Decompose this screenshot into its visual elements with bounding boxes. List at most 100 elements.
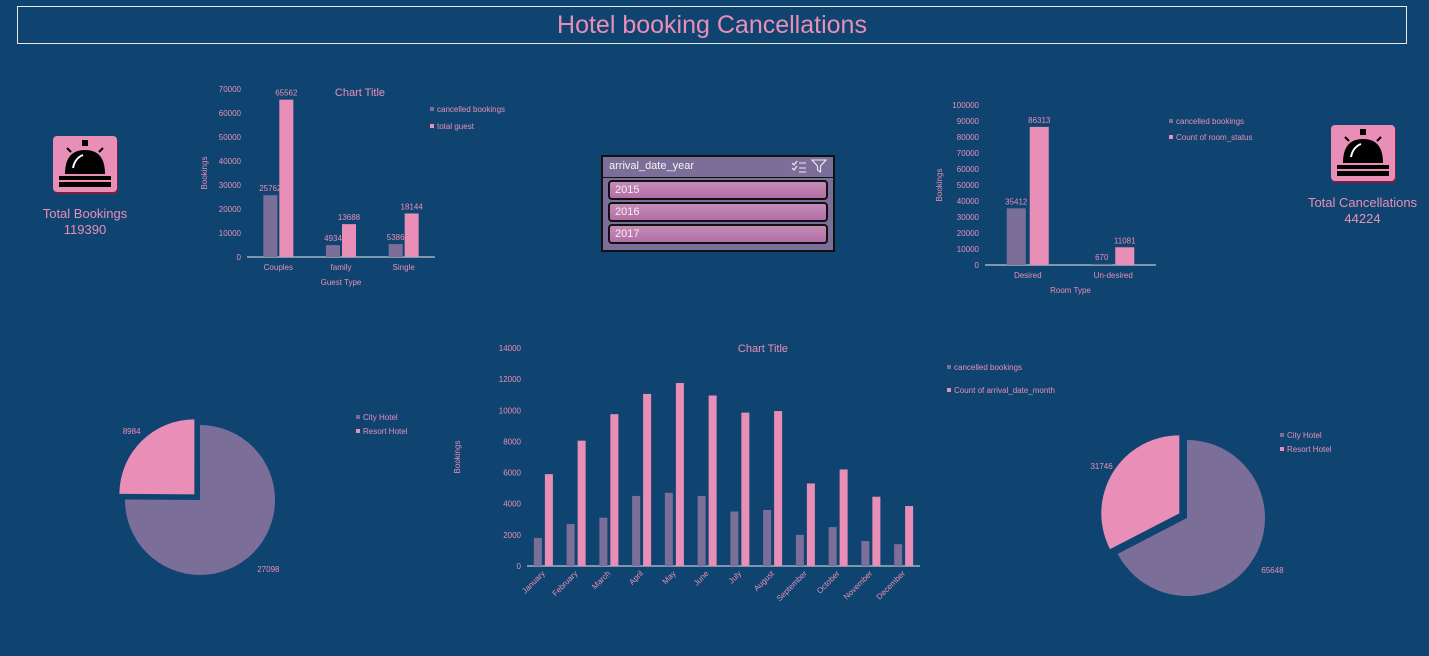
bar [643, 393, 652, 566]
y-tick-label: 14000 [499, 344, 522, 353]
bar [1029, 126, 1049, 265]
legend-label: cancelled bookings [954, 363, 1022, 372]
dashboard-title: Hotel booking Cancellations [17, 6, 1407, 44]
legend-swatch [356, 415, 360, 419]
x-axis-title: Room Type [1050, 286, 1091, 295]
legend-label: Resort Hotel [1287, 445, 1332, 454]
slicer-item-2017[interactable]: 2017 [608, 224, 828, 244]
y-tick-label: 60000 [957, 165, 980, 174]
bar [905, 506, 914, 566]
bar [326, 245, 340, 257]
y-tick-label: 0 [517, 562, 522, 571]
kpi-value: 44224 [1344, 211, 1381, 226]
x-tick-label: June [692, 569, 711, 588]
data-label: 35412 [1005, 197, 1028, 206]
bar [774, 411, 783, 566]
hotel-total-pie: 65648 31746 City Hotel Resort Hotel [1075, 420, 1375, 615]
y-tick-label: 10000 [499, 406, 522, 415]
kpi-label: Total Bookings [42, 206, 128, 221]
bar [544, 474, 553, 566]
x-tick-label: Single [393, 263, 416, 272]
bar [730, 511, 739, 566]
bar [708, 395, 717, 566]
y-tick-label: 8000 [503, 437, 521, 446]
y-axis-title: Bookings [200, 157, 209, 190]
y-tick-label: 70000 [219, 85, 242, 94]
slicer-item-2016[interactable]: 2016 [608, 202, 828, 222]
y-tick-label: 10000 [219, 229, 242, 238]
slicer-title: arrival_date_year [609, 160, 694, 172]
x-tick-label: November [842, 569, 875, 602]
legend-swatch [947, 388, 951, 392]
bar [388, 244, 403, 257]
bar [697, 495, 706, 566]
y-tick-label: 0 [975, 261, 980, 270]
legend-label: Resort Hotel [363, 427, 408, 436]
bar [795, 534, 804, 566]
x-tick-label: July [727, 569, 743, 585]
x-tick-label: March [590, 569, 612, 591]
y-tick-label: 4000 [503, 500, 521, 509]
legend-swatch [1280, 447, 1284, 451]
x-tick-label: Un-desired [1094, 271, 1133, 280]
legend-label: City Hotel [1287, 431, 1322, 440]
data-label: 4934 [324, 234, 342, 243]
data-label: 11081 [1114, 236, 1136, 245]
y-tick-label: 30000 [219, 181, 242, 190]
kpi-value: 119390 [63, 222, 107, 237]
multi-select-icon[interactable] [791, 160, 807, 179]
y-tick-label: 40000 [957, 197, 980, 206]
data-label: 25762 [259, 184, 282, 193]
bar [806, 483, 815, 566]
pie-slice [1101, 435, 1180, 550]
year-slicer[interactable]: arrival_date_year 2015 2016 2017 [601, 155, 835, 252]
guest-type-chart: 0 10000 20000 30000 40000 50000 60000 70000 2576… [195, 78, 525, 298]
bar [1115, 247, 1135, 265]
legend-label: total guest [437, 122, 475, 131]
bar [763, 509, 772, 566]
y-tick-label: 50000 [957, 181, 980, 190]
bar [741, 412, 750, 566]
service-bell-icon [1330, 125, 1395, 181]
x-tick-label: August [752, 569, 777, 594]
legend-label: Count of arrival_date_month [954, 386, 1055, 395]
legend-swatch [1280, 433, 1284, 437]
y-tick-label: 40000 [219, 157, 242, 166]
bar [828, 527, 837, 566]
chart-title: Chart Title [738, 343, 788, 355]
data-label: 65562 [275, 89, 298, 98]
slicer-header: arrival_date_year [603, 157, 833, 178]
y-tick-label: 100000 [952, 101, 979, 110]
bar [664, 492, 673, 566]
clear-filter-icon[interactable] [810, 159, 828, 179]
bar [263, 195, 278, 257]
bar [1006, 208, 1026, 265]
pie-slice [125, 425, 275, 575]
bar [599, 517, 608, 566]
bar [861, 541, 870, 566]
bar [632, 495, 641, 566]
x-tick-label: Desired [1014, 271, 1042, 280]
bar [342, 224, 356, 257]
bar [894, 544, 903, 566]
y-tick-label: 90000 [957, 117, 980, 126]
x-tick-label: September [775, 569, 809, 603]
kpi-label: Total Cancellations [1307, 195, 1418, 210]
y-tick-label: 80000 [957, 133, 980, 142]
bar [404, 213, 419, 257]
hotel-cancelled-pie: 27098 8984 City Hotel Resort Hotel [100, 400, 430, 595]
slicer-item-2015[interactable]: 2015 [608, 180, 828, 200]
pie-data-label: 31746 [1090, 462, 1113, 471]
legend-label: Count of room_status [1176, 133, 1252, 142]
y-tick-label: 2000 [503, 531, 521, 540]
pie-slice [119, 419, 195, 495]
x-axis-title: Guest Type [321, 278, 362, 287]
x-tick-label: January [520, 569, 546, 595]
x-tick-label: May [661, 569, 678, 586]
data-label: 670 [1095, 253, 1109, 262]
legend-swatch [1169, 119, 1173, 123]
y-axis-title: Bookings [935, 169, 944, 202]
y-tick-label: 20000 [219, 205, 242, 214]
y-tick-label: 0 [237, 253, 242, 262]
x-tick-label: family [331, 263, 352, 272]
